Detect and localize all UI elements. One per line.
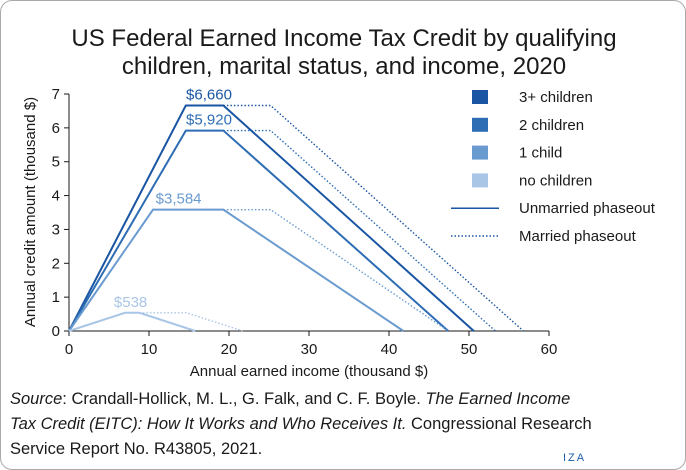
y-tick-label: 4: [52, 188, 60, 205]
series-1-unmarried-line: [68, 129, 449, 332]
x-tick-label: 50: [461, 341, 478, 358]
source-line-2: Tax Credit (EITC): How It Works and Who …: [10, 412, 682, 437]
source-line-3: Service Report No. R43805, 2021.: [10, 437, 682, 462]
source-text-3: Service Report No. R43805, 2021.: [10, 440, 263, 458]
legend-label-5: Married phaseout: [519, 228, 637, 245]
x-tick-label: 30: [301, 341, 318, 358]
y-tick-label: 6: [52, 120, 60, 137]
legend-label-2: 1 child: [519, 145, 562, 162]
legend-label-1: 2 children: [519, 117, 584, 134]
legend: 3+ children 2 children 1 child no children U…: [451, 89, 656, 245]
axes: 0 10 20 30 40 50 60 0 1 2 3 4 5 6 7: [52, 86, 558, 358]
x-tick-label: 0: [65, 341, 73, 358]
value-labels: $6,660 $5,920 $3,584 $538: [114, 87, 232, 311]
x-tick-label: 10: [141, 341, 158, 358]
source-text-2: Congressional Research: [406, 415, 592, 433]
y-axis-label: Annual credit amount (thousand $): [22, 97, 39, 327]
y-tick-label: 1: [52, 289, 60, 306]
x-tick-label: 60: [541, 341, 558, 358]
series-3-unmarried-line: [68, 311, 196, 332]
legend-label-0: 3+ children: [519, 89, 593, 106]
series-2-unmarried-line: [68, 208, 404, 332]
series-layer: [68, 104, 524, 332]
series-1-value-label: $5,920: [186, 112, 232, 129]
source-title-2: Tax Credit (EITC): How It Works and Who …: [10, 415, 407, 433]
y-tick-label: 2: [52, 255, 60, 272]
chart-title-line-1: US Federal Earned Income Tax Credit by q…: [71, 25, 616, 52]
series-2-value-label: $3,584: [156, 191, 202, 208]
y-tick-label: 3: [52, 221, 60, 238]
series-3-value-label: $538: [114, 294, 147, 311]
source-label: Source: [10, 390, 63, 408]
y-tick-label: 5: [52, 154, 60, 171]
legend-label-3: no children: [519, 172, 592, 189]
source-title-1: The Earned Income: [425, 390, 571, 408]
legend-swatch-1: [472, 117, 488, 132]
y-tick-label: 7: [52, 86, 60, 103]
iza-logo: IZA: [563, 452, 587, 464]
eitc-chart: US Federal Earned Income Tax Credit by q…: [22, 25, 656, 380]
chart-title-line-2: children, marital status, and income, 20…: [122, 53, 566, 80]
x-axis-label: Annual earned income (thousand $): [190, 363, 429, 380]
x-tick-label: 40: [381, 341, 398, 358]
series-0-value-label: $6,660: [186, 87, 232, 104]
x-tick-label: 20: [221, 341, 238, 358]
series-0-unmarried-line: [68, 104, 475, 332]
series-0-married-line: [223, 104, 524, 332]
source-text-1: : Crandall-Hollick, M. L., G. Falk, and …: [62, 390, 426, 408]
y-tick-label: 0: [52, 323, 60, 340]
legend-swatch-0: [472, 90, 488, 104]
legend-swatch-2: [472, 145, 488, 160]
source-line-1: Source: Crandall-Hollick, M. L., G. Falk…: [10, 387, 682, 412]
series-2-married-line: [223, 208, 449, 332]
source-note: Source: Crandall-Hollick, M. L., G. Falk…: [10, 387, 682, 462]
legend-label-4: Unmarried phaseout: [519, 200, 656, 217]
series-3-married-line: [139, 312, 243, 332]
legend-swatch-3: [472, 173, 488, 188]
